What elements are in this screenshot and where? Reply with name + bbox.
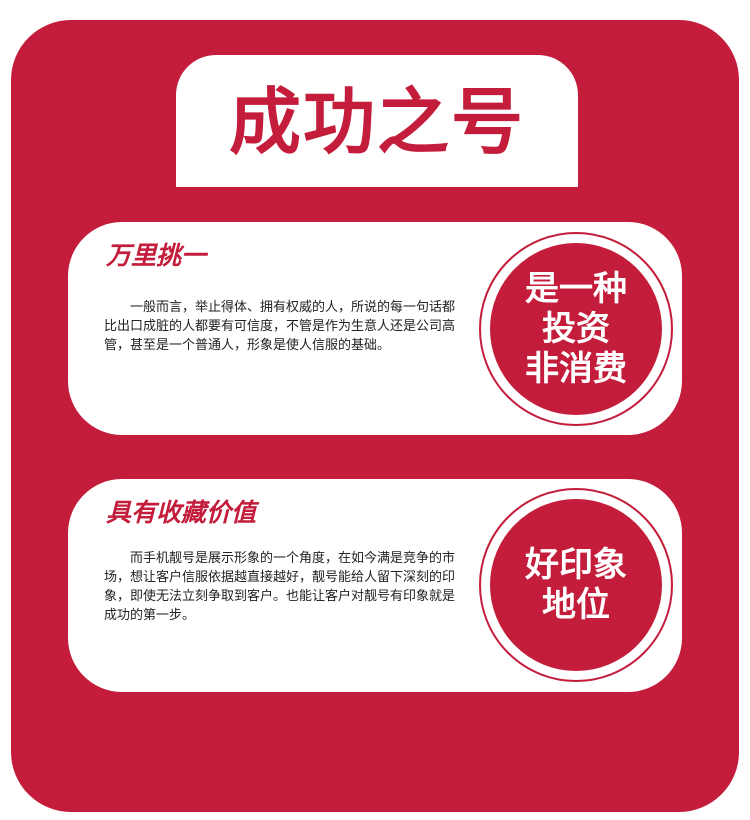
card-heading: 万里挑一 xyxy=(106,241,207,270)
badge-line: 非消费 xyxy=(525,349,627,389)
page-title: 成功之号 xyxy=(228,79,525,164)
card-heading: 具有收藏价值 xyxy=(106,498,257,527)
card-body-text: 而手机靓号是展示形象的一个角度，在如今满是竞争的市场，想让客户信服依据越直接越好… xyxy=(104,551,456,623)
badge-inner-circle: 是一种 投资 非消费 xyxy=(490,243,662,415)
badge-circle-2: 好印象 地位 xyxy=(479,488,673,682)
badge-line: 投资 xyxy=(542,309,610,349)
badge-circle-1: 是一种 投资 非消费 xyxy=(479,232,673,426)
badge-line: 好印象 xyxy=(525,545,627,585)
badge-inner-circle: 好印象 地位 xyxy=(490,499,662,671)
badge-line: 是一种 xyxy=(525,269,627,309)
badge-line: 地位 xyxy=(542,585,610,625)
title-tab xyxy=(176,55,578,187)
card-body-text: 一般而言，举止得体、拥有权威的人，所说的每一句话都比出口成脏的人都要有可信度，不… xyxy=(104,300,456,353)
